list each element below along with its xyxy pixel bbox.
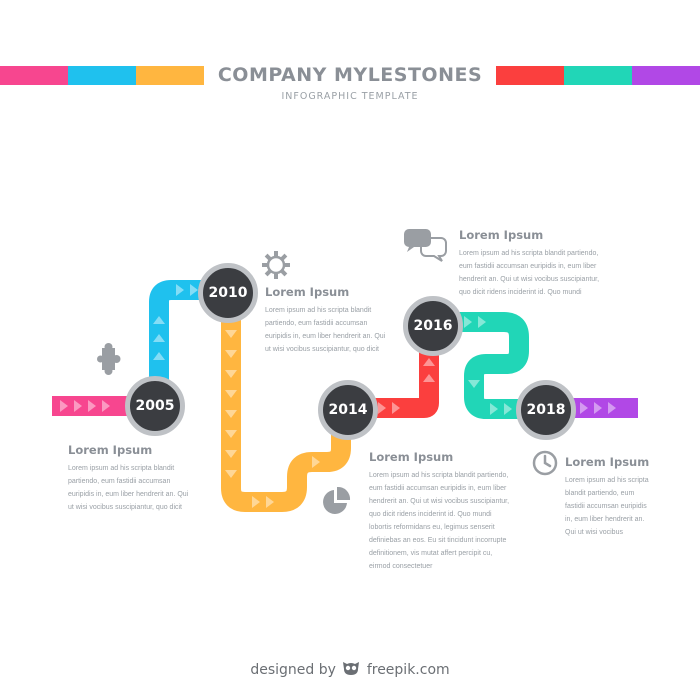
road-segment-teal [456,312,529,419]
arrow [392,402,400,414]
text-line: lobortis reformidans eu, legimus senseri… [369,524,495,531]
page-title: COMPANY MYLESTONES [217,64,483,86]
text-line: eum fastidii accumsan euripidis in, eum … [459,263,597,270]
arrow [225,410,237,418]
milestone-heading: Lorem Ipsum [369,450,454,464]
header-bar-red [496,66,564,85]
arrow [225,450,237,458]
arrow [594,402,602,414]
arrow [74,400,82,412]
text-line: ut wisi vocibus suscipiantur, quo dicit [265,346,379,353]
freepik-owl-icon [343,662,360,675]
arrow [225,470,237,478]
footer-credit: designed by freepik.com [0,660,700,678]
milestone-text-2018: Lorem Ipsum Lorem ipsum ad his scripta b… [565,455,695,539]
text-line: ut wisi vocibus suscipiantur, quo dicit [68,504,182,511]
text-line: definitionem, vis mutat affert percipit … [369,550,493,557]
road-segment-red [370,346,439,418]
arrow [312,456,320,468]
text-line: Lorem ipsum ad his scripta blandit [265,307,372,314]
arrow [153,352,165,360]
text-line: eirmod consectetuer [369,563,433,570]
text-line: Lorem ipsum ad his scripta blandit parti… [369,472,509,479]
text-line: hendrerit an. Qui ut wisi vocibus suscip… [459,276,600,283]
text-line: quo dicit ridens inciderint id. Quo mund… [369,511,492,518]
header-bar-cyan [68,66,136,85]
chat-bubbles-icon [404,229,447,262]
road-segment-orange [221,316,351,512]
header-bar-purple [632,66,700,85]
arrow [153,316,165,324]
arrow [478,316,486,328]
clock-icon [532,450,558,476]
footer-freepik: freepik.com [366,662,450,678]
milestone-text-2010: Lorem Ipsum Lorem ipsum ad his scripta b… [265,285,425,356]
milestone-heading: Lorem Ipsum [565,455,650,469]
text-line: Lorem ipsum ad his scripta blandit [68,465,175,472]
arrow [102,400,110,412]
road-segment-cyan [149,280,210,416]
milestone-text-2005: Lorem Ipsum Lorem ipsum ad his scripta b… [68,443,228,514]
milestone-node-2018: 2018 [516,380,576,440]
milestone-text-2014: Lorem Ipsum Lorem ipsum ad his scripta b… [369,450,559,573]
header-bar-pink [0,66,68,85]
text-line: in, eum liber hendrerit an. [565,516,645,523]
milestone-heading: Lorem Ipsum [68,443,153,457]
arrow [490,403,498,415]
arrow [225,330,237,338]
arrow [225,370,237,378]
text-line: partiendo, eum fastidii accumsan [68,478,171,485]
text-line: fastidii accumsan euripidis [565,503,647,510]
gear-icon [262,251,290,279]
text-line: quo dicit ridens inciderint id. Quo mund… [459,289,582,296]
arrow [176,284,184,296]
pie-chart-icon [323,486,351,514]
text-line: euripidis in, eum liber hendrerit an. Qu… [265,333,386,340]
arrow [60,400,68,412]
arrow [504,403,512,415]
arrow [423,374,435,382]
arrow [88,400,96,412]
arrow [153,334,165,342]
text-line: partiendo, eum fastidii accumsan [265,320,368,327]
footer-designed-by: designed by [250,662,336,678]
milestone-heading: Lorem Ipsum [265,285,350,299]
milestone-node-2016: 2016 [403,296,463,356]
arrow [225,350,237,358]
puzzle-icon [97,343,121,375]
text-line: definiebas an eos. Eu sit tincidunt inco… [369,537,507,544]
milestone-heading: Lorem Ipsum [459,228,544,242]
arrow [464,316,472,328]
milestone-node-2010: 2010 [198,263,258,323]
text-line: eum fastidii accumsan euripidis in, eum … [369,485,507,492]
arrow [423,358,435,366]
arrow [266,496,274,508]
text-line: Lorem ipsum ad his scripta blandit parti… [459,250,599,257]
arrow [225,430,237,438]
text-line: Lorem ipsum ad his scripta [565,477,649,484]
text-line: euripidis in, eum liber hendrerit an. Qu… [68,491,189,498]
road-arrows [60,284,616,508]
arrow [608,402,616,414]
page-subtitle: INFOGRAPHIC TEMPLATE [281,91,419,102]
arrow [580,402,588,414]
arrow [378,402,386,414]
header-bar-teal [564,66,632,85]
milestone-node-2005: 2005 [125,376,185,436]
header-bar-orange [136,66,204,85]
milestone-node-2014: 2014 [318,380,378,440]
text-line: Qui ut wisi vocibus [565,529,623,536]
arrow [190,284,198,296]
arrow [252,496,260,508]
arrow [468,380,480,388]
milestone-text-2016: Lorem Ipsum Lorem ipsum ad his scripta b… [459,228,649,299]
text-line: blandit partiendo, eum [565,490,635,497]
text-line: hendrerit an. Qui ut wisi vocibus suscip… [369,498,510,505]
arrow [225,390,237,398]
